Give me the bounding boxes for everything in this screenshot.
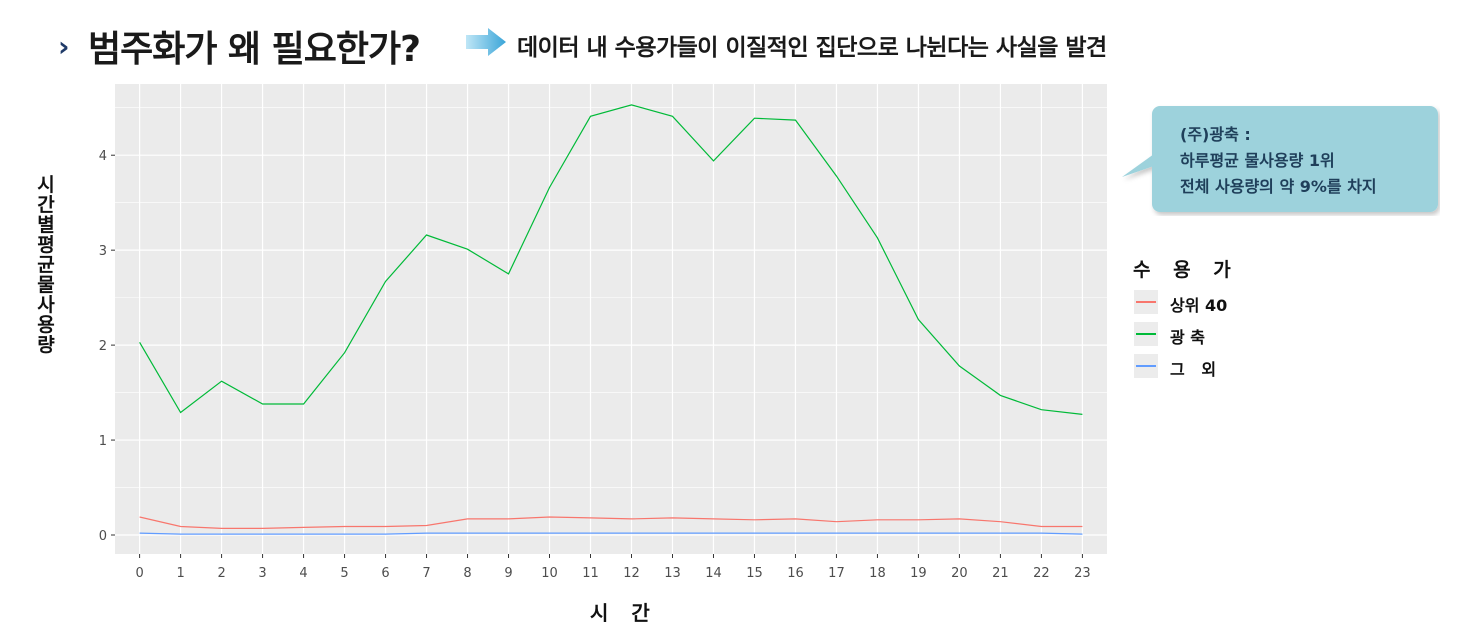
series-line — [139, 532, 1083, 535]
y-tick-label: 3 — [99, 244, 107, 259]
x-tick-label: 20 — [951, 566, 968, 581]
x-tick-label: 6 — [381, 566, 389, 581]
x-tick-label: 3 — [258, 566, 266, 581]
x-tick-label: 22 — [1033, 566, 1050, 581]
legend-swatch — [1134, 290, 1158, 314]
y-tick-label: 2 — [99, 339, 107, 354]
title-chevron-icon: › — [58, 30, 70, 63]
x-tick-label: 19 — [910, 566, 927, 581]
y-axis-title: 시간별 평균 물 사용량 — [37, 174, 55, 356]
series-line — [139, 516, 1083, 530]
callout-line: 하루평균 물사용량 1위 — [1180, 151, 1335, 170]
legend-label: 광 축 — [1170, 328, 1206, 347]
legend-label: 상위 40 — [1170, 296, 1228, 315]
x-tick-label: 5 — [340, 566, 348, 581]
legend-title: 수 용 가 — [1133, 259, 1239, 281]
x-axis-title: 시 간 — [590, 601, 658, 625]
x-tick-label: 7 — [422, 566, 430, 581]
x-tick-label: 10 — [541, 566, 558, 581]
page-subtitle: 데이터 내 수용가들이 이질적인 집단으로 나뉜다는 사실을 발견 — [517, 35, 1107, 61]
x-tick-label: 1 — [176, 566, 184, 581]
arrow-right-icon — [466, 28, 506, 56]
x-tick-label: 12 — [623, 566, 640, 581]
x-tick-label: 11 — [582, 566, 599, 581]
callout-line: (주)광축 : — [1180, 125, 1251, 144]
x-tick-label: 8 — [463, 566, 471, 581]
page-title: 범주화가 왜 필요한가? — [88, 29, 421, 70]
x-tick-label: 14 — [705, 566, 722, 581]
x-tick-label: 0 — [135, 566, 143, 581]
callout-line: 전체 사용량의 약 9%를 차지 — [1180, 177, 1377, 196]
x-tick-label: 4 — [299, 566, 307, 581]
x-tick-label: 13 — [664, 566, 681, 581]
x-tick-label: 21 — [992, 566, 1009, 581]
x-tick-label: 9 — [504, 566, 512, 581]
x-tick-label: 23 — [1074, 566, 1091, 581]
legend-swatch — [1134, 354, 1158, 378]
x-tick-label: 18 — [869, 566, 886, 581]
x-tick-label: 17 — [828, 566, 845, 581]
x-tick-label: 15 — [746, 566, 763, 581]
y-tick-label: 4 — [99, 149, 107, 164]
legend-swatch — [1134, 322, 1158, 346]
callout-text: (주)광축 : 하루평균 물사용량 1위 전체 사용량의 약 9%를 차지 — [1180, 122, 1377, 200]
plot-panel — [115, 84, 1107, 554]
callout-bubble — [1122, 106, 1438, 212]
legend-label: 그 외 — [1170, 360, 1217, 379]
y-tick-label: 1 — [99, 434, 107, 449]
x-tick-label: 16 — [787, 566, 804, 581]
series-line — [139, 104, 1083, 415]
y-tick-label: 0 — [99, 529, 107, 544]
x-tick-label: 2 — [217, 566, 225, 581]
